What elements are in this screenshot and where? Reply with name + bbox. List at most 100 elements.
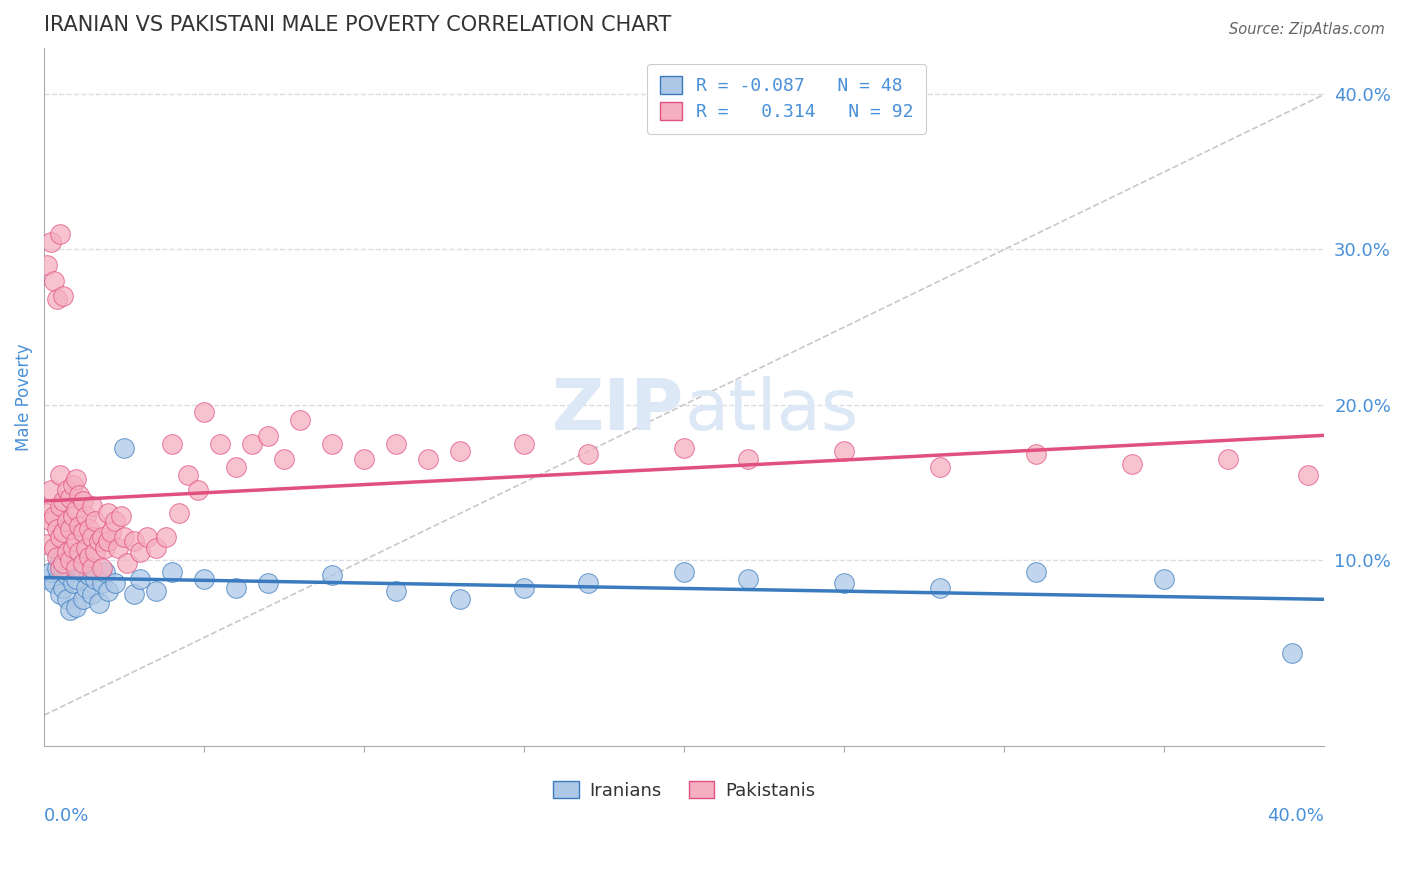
Point xyxy=(62,576,84,591)
Point xyxy=(160,436,183,450)
Point xyxy=(59,522,82,536)
Point xyxy=(90,560,112,574)
Point xyxy=(90,576,112,591)
Point xyxy=(52,560,75,574)
Point xyxy=(65,560,87,574)
Point xyxy=(52,556,75,570)
Point xyxy=(1298,467,1320,482)
Point xyxy=(82,560,104,574)
Point xyxy=(72,524,94,539)
Point xyxy=(107,541,129,555)
Point xyxy=(42,509,65,524)
Point xyxy=(49,227,72,241)
Point xyxy=(1025,566,1047,580)
Point xyxy=(94,566,117,580)
Point xyxy=(67,488,90,502)
Point xyxy=(832,444,855,458)
Point xyxy=(97,507,120,521)
Point xyxy=(77,549,100,564)
Point xyxy=(65,503,87,517)
Point xyxy=(65,572,87,586)
Point xyxy=(87,596,110,610)
Point xyxy=(513,581,536,595)
Point xyxy=(84,545,107,559)
Point xyxy=(62,509,84,524)
Point xyxy=(55,514,77,528)
Point xyxy=(129,572,152,586)
Point xyxy=(52,581,75,595)
Point xyxy=(97,534,120,549)
Point xyxy=(1218,452,1240,467)
Point xyxy=(225,459,247,474)
Point xyxy=(45,522,67,536)
Point xyxy=(122,587,145,601)
Point xyxy=(42,273,65,287)
Point xyxy=(52,289,75,303)
Point xyxy=(39,514,62,528)
Text: 0.0%: 0.0% xyxy=(44,806,90,825)
Point xyxy=(385,584,408,599)
Point xyxy=(576,576,599,591)
Point xyxy=(62,478,84,492)
Point xyxy=(72,494,94,508)
Point xyxy=(84,514,107,528)
Point xyxy=(59,602,82,616)
Point xyxy=(737,572,759,586)
Point xyxy=(77,568,100,582)
Point xyxy=(112,441,135,455)
Point xyxy=(103,514,125,528)
Point xyxy=(288,413,311,427)
Point xyxy=(55,483,77,497)
Point xyxy=(49,467,72,482)
Point xyxy=(65,534,87,549)
Point xyxy=(353,452,375,467)
Point xyxy=(257,429,280,443)
Point xyxy=(257,576,280,591)
Point xyxy=(49,499,72,513)
Point xyxy=(49,587,72,601)
Text: 40.0%: 40.0% xyxy=(1268,806,1324,825)
Point xyxy=(84,572,107,586)
Point xyxy=(52,524,75,539)
Point xyxy=(1025,447,1047,461)
Point xyxy=(929,459,952,474)
Point xyxy=(65,472,87,486)
Point xyxy=(82,530,104,544)
Point xyxy=(97,584,120,599)
Text: ZIP: ZIP xyxy=(553,376,685,445)
Point xyxy=(39,566,62,580)
Point xyxy=(55,545,77,559)
Point xyxy=(122,534,145,549)
Point xyxy=(449,591,471,606)
Point xyxy=(75,541,97,555)
Point xyxy=(59,491,82,505)
Point xyxy=(62,556,84,570)
Point xyxy=(55,591,77,606)
Point xyxy=(112,530,135,544)
Point xyxy=(49,530,72,544)
Point xyxy=(82,587,104,601)
Point xyxy=(59,566,82,580)
Point xyxy=(39,235,62,249)
Text: IRANIAN VS PAKISTANI MALE POVERTY CORRELATION CHART: IRANIAN VS PAKISTANI MALE POVERTY CORREL… xyxy=(44,15,671,35)
Point xyxy=(673,566,696,580)
Point xyxy=(1121,457,1143,471)
Text: Source: ZipAtlas.com: Source: ZipAtlas.com xyxy=(1229,22,1385,37)
Point xyxy=(65,599,87,614)
Point xyxy=(103,576,125,591)
Point xyxy=(55,568,77,582)
Point xyxy=(155,530,177,544)
Point xyxy=(42,576,65,591)
Point xyxy=(832,576,855,591)
Point xyxy=(225,581,247,595)
Point xyxy=(75,581,97,595)
Point xyxy=(321,568,343,582)
Point xyxy=(37,507,59,521)
Point xyxy=(273,452,295,467)
Point xyxy=(90,530,112,544)
Point xyxy=(82,499,104,513)
Point xyxy=(67,560,90,574)
Point xyxy=(45,292,67,306)
Point xyxy=(72,556,94,570)
Point xyxy=(1281,646,1303,660)
